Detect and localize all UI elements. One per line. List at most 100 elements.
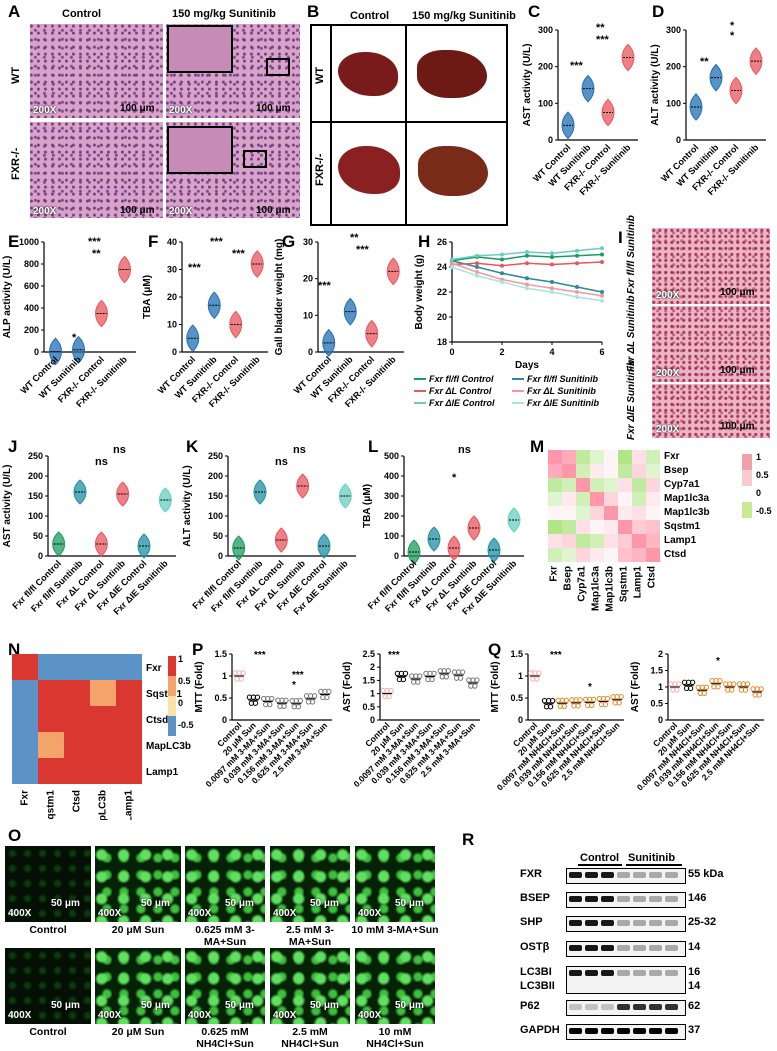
blot-kda-label: 25-32 bbox=[688, 916, 717, 928]
inset-box-wt bbox=[266, 58, 290, 76]
series-point bbox=[525, 286, 529, 291]
mag-label: 200X bbox=[33, 206, 57, 217]
heatmap-row-label: Ctsd bbox=[146, 715, 168, 726]
y-tick-label: 50 bbox=[33, 531, 43, 541]
heatmap-cell bbox=[12, 732, 38, 758]
heatmap-n: Fxr Sqstm1 Ctsd MapLC3b Lamp1 Fxr Sqstm1 Ctsd Ma… bbox=[12, 654, 194, 820]
panel-label-d: D bbox=[652, 2, 665, 21]
scale-label: 100 μm bbox=[120, 205, 155, 216]
histology-fxr-dl bbox=[652, 306, 770, 382]
heatmap-cell bbox=[604, 464, 618, 478]
scale-label: 50 μm bbox=[225, 898, 254, 909]
scale-label: 50 μm bbox=[141, 1000, 170, 1011]
heatmap-cell bbox=[590, 464, 604, 478]
heatmap-cell bbox=[618, 478, 632, 492]
heatmap-cell bbox=[576, 464, 590, 478]
blot-band bbox=[617, 896, 630, 902]
y-tick-label: 1.5 bbox=[214, 650, 227, 659]
series-point bbox=[475, 265, 479, 269]
data-point bbox=[252, 700, 259, 706]
blot-kda-label: 14 bbox=[688, 980, 701, 992]
x-tick-label: 6 bbox=[599, 347, 604, 357]
y-tick-label: 250 bbox=[28, 451, 43, 461]
y-tick-label: 600 bbox=[24, 281, 39, 291]
panel-label-k: K bbox=[186, 437, 199, 456]
sig-marker: *** bbox=[232, 248, 245, 260]
heatmap-cell bbox=[576, 534, 590, 548]
blot-protein-label: LC3BII bbox=[520, 980, 555, 992]
panel-o-caption: 2.5 mM NH4Cl+Sun bbox=[281, 1026, 339, 1050]
y-tick-label: 400 bbox=[24, 303, 39, 313]
data-point bbox=[429, 676, 435, 683]
scale-label: 100 μm bbox=[256, 205, 291, 216]
data-point bbox=[561, 703, 567, 709]
y-tick-label: 0 bbox=[676, 135, 681, 145]
legend-entry: Fxr ΔIE Sunitinib bbox=[527, 398, 600, 408]
blot-band bbox=[649, 1028, 662, 1034]
y-axis-label: AST activity (U/L) bbox=[522, 44, 533, 127]
blot-band bbox=[649, 945, 662, 951]
blot-protein-label: SHP bbox=[520, 916, 543, 928]
heatmap-cell bbox=[90, 706, 116, 732]
panel-r-sunitinib: Sunitinib bbox=[628, 852, 676, 864]
legend-value: -0.5 bbox=[756, 506, 772, 516]
heatmap-cell bbox=[618, 506, 632, 520]
x-tick-label: 4 bbox=[549, 347, 554, 357]
heatmap-cell bbox=[590, 534, 604, 548]
heatmap-cell bbox=[646, 534, 660, 548]
blot-kda-label: 55 kDa bbox=[688, 868, 724, 880]
heatmap-col-label: MapLC3b bbox=[98, 790, 109, 820]
data-point bbox=[742, 687, 749, 693]
data-point bbox=[534, 676, 540, 682]
panel-label-l: L bbox=[368, 437, 379, 456]
grid-line bbox=[405, 24, 407, 224]
series-point bbox=[525, 250, 529, 254]
heatmap-cell bbox=[590, 520, 604, 534]
y-tick-label: 30 bbox=[167, 265, 177, 275]
heatmap-cell bbox=[576, 450, 590, 464]
heatmap-cell bbox=[646, 506, 660, 520]
heatmap-cell bbox=[618, 464, 632, 478]
heatmap-cell bbox=[562, 450, 576, 464]
series-point bbox=[600, 290, 604, 294]
blot-band bbox=[665, 896, 678, 902]
sig-marker: * bbox=[588, 682, 592, 693]
y-tick-label: 200 bbox=[538, 62, 553, 72]
fluor-control-1 bbox=[5, 846, 91, 922]
heatmap-cell bbox=[12, 758, 38, 784]
histology-fxr-flfl bbox=[652, 228, 770, 304]
series-point bbox=[600, 298, 604, 303]
mag-label: 400X bbox=[273, 908, 297, 919]
y-tick-label: 0.5 bbox=[362, 702, 375, 712]
sig-marker: *** bbox=[292, 670, 304, 681]
panel-a-row-fxr: FXR-/- bbox=[10, 147, 22, 180]
heatmap-cell bbox=[604, 478, 618, 492]
y-tick-label: 18 bbox=[437, 337, 447, 347]
panel-r-control: Control bbox=[580, 852, 620, 864]
series-point bbox=[575, 253, 579, 258]
sig-marker: *** bbox=[550, 650, 562, 661]
data-point bbox=[431, 670, 437, 677]
heatmap-row-label: Sqstm1 bbox=[146, 689, 183, 700]
y-tick-label: 1 bbox=[658, 682, 663, 692]
data-point bbox=[604, 695, 611, 702]
y-tick-label: 0 bbox=[370, 715, 375, 725]
y-tick-label: 0 bbox=[548, 135, 553, 145]
scale-label: 50 μm bbox=[141, 898, 170, 909]
series-point bbox=[550, 290, 554, 294]
data-point bbox=[240, 670, 246, 676]
group-line bbox=[626, 864, 682, 866]
histology-fxr-control bbox=[30, 122, 163, 218]
y-axis-label: AST activity (U/L) bbox=[2, 465, 13, 548]
mag-label: 400X bbox=[8, 1010, 32, 1021]
heatmap-cell bbox=[562, 520, 576, 534]
series-point bbox=[575, 290, 579, 294]
sig-marker: *** bbox=[254, 650, 266, 661]
y-axis-label: MTT (Fold) bbox=[194, 661, 205, 712]
panel-o-caption: 2.5 mM 3-MA+Sun bbox=[286, 924, 334, 948]
mag-label: 400X bbox=[188, 908, 212, 919]
blot-protein-label: OSTβ bbox=[520, 941, 550, 953]
blot-band bbox=[649, 1004, 662, 1010]
heatmap-col-label: Map1lc3b bbox=[604, 566, 615, 612]
